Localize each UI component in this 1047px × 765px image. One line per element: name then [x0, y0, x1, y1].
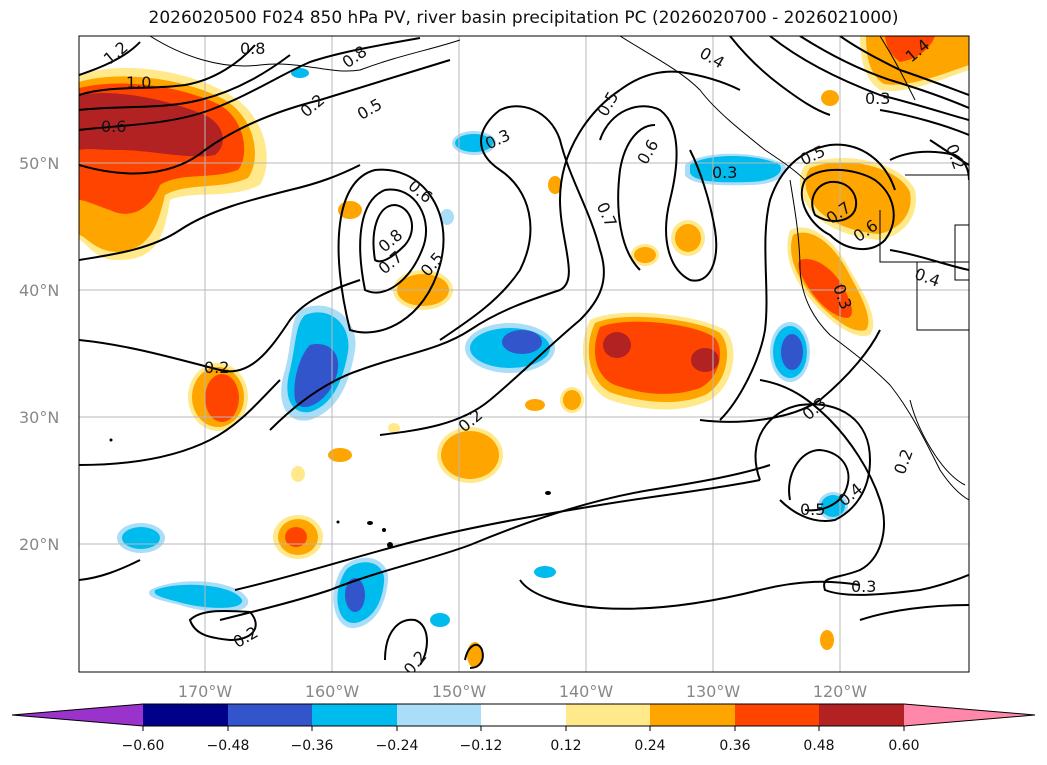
lat-label: 30°N: [19, 408, 59, 427]
graticule: [79, 36, 969, 672]
colorbar-tick-label: 0.60: [888, 738, 919, 754]
colorbar-tick-label: −0.24: [376, 738, 419, 754]
colorbar-bin: [143, 704, 228, 726]
colorbar-tick-label: 0.12: [550, 738, 581, 754]
colorbar-tick-label: 0.36: [719, 738, 750, 754]
lat-label: 50°N: [19, 154, 59, 173]
lon-label: 160°W: [305, 682, 360, 701]
colorbar-extend-max: [904, 704, 1035, 726]
lat-label: 20°N: [19, 535, 59, 554]
lat-label: 40°N: [19, 281, 59, 300]
colorbar: −0.60 −0.48 −0.36 −0.24 −0.12 0.12 0.24 …: [11, 703, 1036, 754]
colorbar-tick-label: −0.48: [207, 738, 250, 754]
contour-label: 0.2: [204, 358, 229, 377]
colorbar-bin: [397, 704, 481, 726]
coastlines: [149, 36, 969, 501]
map-title: 2026020500 F024 850 hPa PV, river basin …: [148, 8, 899, 28]
lon-label: 150°W: [432, 682, 487, 701]
map-frame: [78, 35, 970, 673]
colorbar-bin: [650, 704, 735, 726]
lon-label: 130°W: [686, 682, 741, 701]
colorbar-bin: [312, 704, 397, 726]
lon-label: 140°W: [559, 682, 614, 701]
colorbar-bin: [481, 704, 566, 726]
lon-label: 170°W: [178, 682, 233, 701]
contour-label: 0.5: [800, 500, 825, 519]
pv-contours: [79, 36, 969, 669]
contour-label: 0.3: [851, 577, 876, 596]
contour-label: 1.0: [126, 73, 151, 92]
colorbar-bin: [566, 704, 650, 726]
colorbar-tick-label: 0.48: [803, 738, 834, 754]
colorbar-extend-min: [12, 704, 143, 726]
contour-label: 0.6: [101, 117, 126, 136]
colorbar-tick-label: −0.60: [122, 738, 165, 754]
contour-label: 0.3: [712, 163, 737, 182]
colorbar-bin: [228, 704, 312, 726]
contour-label: 0.3: [865, 89, 890, 108]
colorbar-tick-label: −0.36: [291, 738, 334, 754]
colorbar-bin: [735, 704, 819, 726]
lon-label: 120°W: [813, 682, 868, 701]
contour-label: 0.8: [240, 39, 265, 58]
colorbar-tick-label: 0.24: [634, 738, 665, 754]
colorbar-bin: [819, 704, 904, 726]
colorbar-tick-label: −0.12: [460, 738, 503, 754]
